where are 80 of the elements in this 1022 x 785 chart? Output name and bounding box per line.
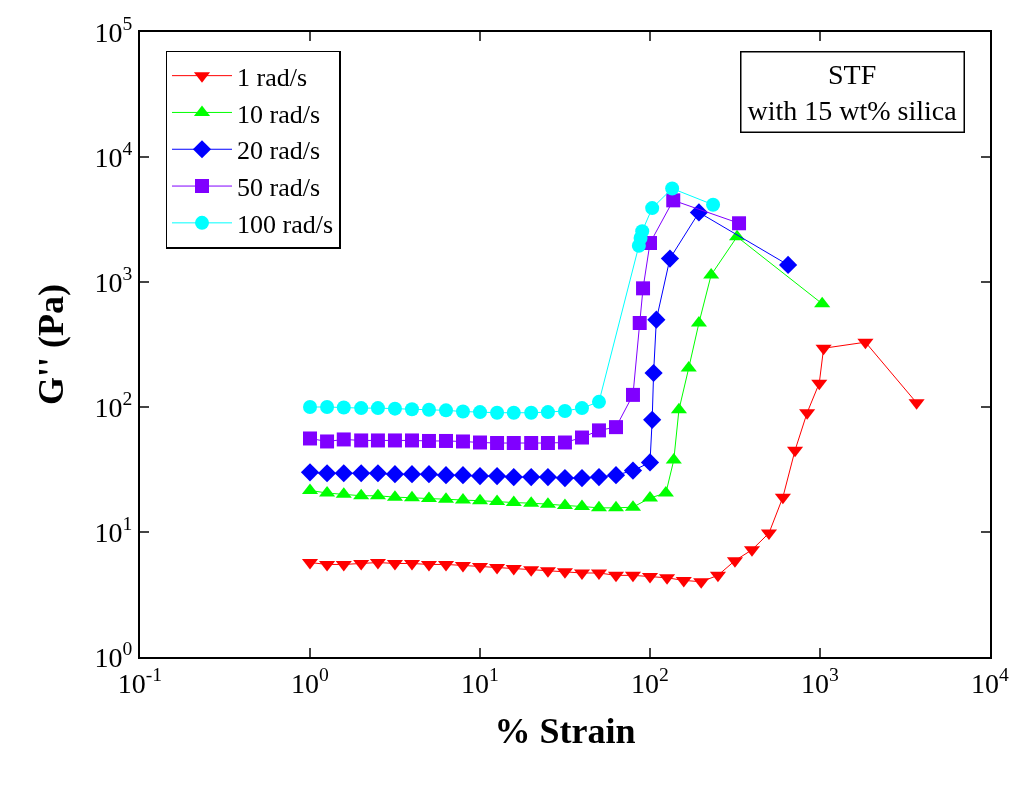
point (524, 405, 539, 420)
legend-label: 100 rad/s (237, 209, 334, 239)
point (317, 464, 337, 483)
point (368, 464, 388, 483)
point (336, 432, 351, 447)
point (675, 576, 692, 588)
point (538, 467, 558, 487)
point (436, 466, 456, 485)
point (455, 404, 470, 419)
point (623, 461, 643, 480)
x-tick-label: 10$^{1}$ (461, 663, 499, 699)
point (625, 387, 640, 402)
point (320, 434, 335, 449)
point (591, 423, 606, 438)
point (574, 430, 589, 445)
point (385, 465, 405, 484)
point (487, 467, 507, 486)
point (591, 394, 606, 409)
point (555, 468, 575, 488)
point (572, 468, 592, 488)
point (320, 400, 335, 414)
point (455, 434, 470, 449)
x-axis-title: % Strain (494, 710, 636, 751)
x-tick-label: 10$^{2}$ (631, 663, 669, 699)
point (540, 405, 555, 420)
point (609, 420, 623, 435)
point (504, 467, 523, 487)
point (352, 464, 371, 483)
point (524, 436, 539, 451)
point (370, 433, 385, 448)
point (522, 467, 541, 487)
point (506, 405, 521, 420)
point (490, 405, 505, 420)
point (490, 436, 505, 451)
x-tick-label: 10$^{3}$ (801, 663, 840, 699)
point (370, 401, 385, 416)
y-tick-label: 10$^{1}$ (94, 513, 133, 548)
point (334, 464, 353, 483)
y-tick-label: 10$^{5}$ (94, 13, 133, 48)
y-tick-label: 10$^{4}$ (94, 138, 133, 173)
point (439, 403, 453, 418)
point (589, 467, 609, 487)
point (421, 433, 436, 448)
point (453, 466, 473, 485)
point (353, 559, 370, 571)
point (470, 467, 490, 486)
y-tick-label: 10$^{3}$ (94, 263, 133, 298)
point (404, 433, 419, 448)
x-tick-label: 10$^{4}$ (971, 663, 1010, 699)
point (421, 402, 436, 417)
point (557, 435, 572, 450)
point (354, 433, 369, 448)
legend-label: 1 rad/s (237, 62, 308, 92)
point (439, 433, 453, 448)
point (335, 560, 352, 572)
point (300, 463, 320, 482)
y-tick-label: 10$^{2}$ (94, 388, 133, 423)
annotation: STF with 15 wt% silica (747, 58, 958, 126)
legend-label: 10 rad/s (237, 99, 321, 129)
point (574, 401, 589, 416)
point (506, 436, 521, 451)
legend-label: 50 rad/s (237, 173, 321, 203)
point (404, 402, 419, 417)
point (606, 466, 626, 485)
point (557, 403, 572, 418)
point (303, 431, 317, 446)
point (473, 405, 487, 420)
point (354, 401, 369, 416)
point (419, 465, 439, 484)
point (303, 400, 317, 414)
point (387, 433, 402, 448)
point (336, 400, 351, 415)
point (540, 436, 555, 451)
point (402, 465, 422, 484)
y-axis-title: G'' (Pa) (31, 284, 71, 405)
x-tick-label: 10$^{0}$ (291, 663, 330, 699)
legend-label: 20 rad/s (237, 136, 321, 166)
point (473, 435, 487, 450)
point (387, 401, 402, 416)
point (640, 453, 660, 472)
